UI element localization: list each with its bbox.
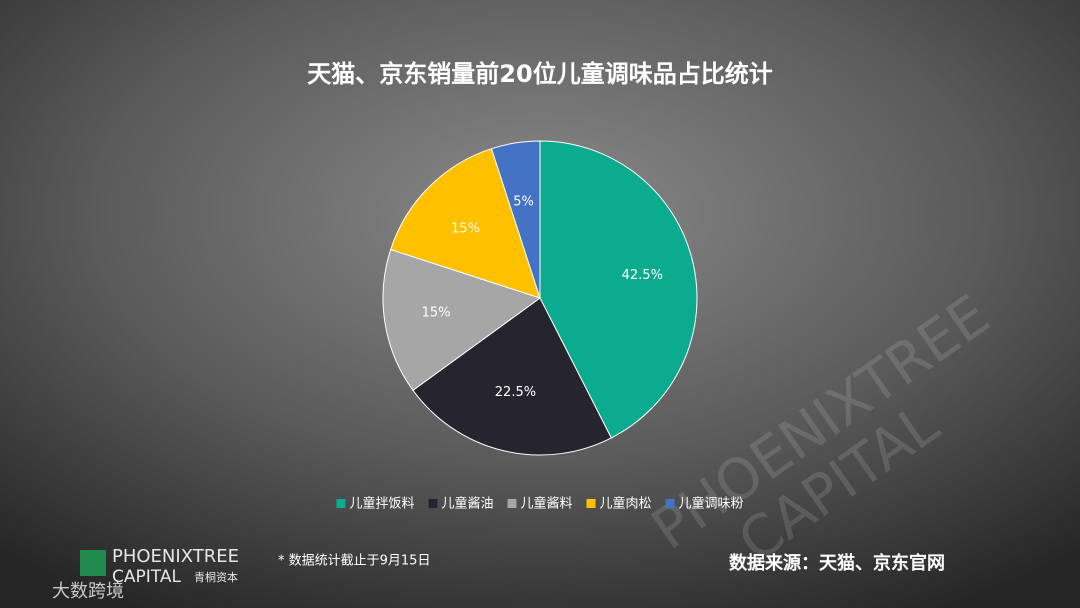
logo-icon: [80, 550, 106, 576]
pie-slice: [490, 140, 541, 299]
data-label: 42.5%: [622, 268, 663, 283]
legend-swatch: [665, 499, 675, 508]
pie-slice: [539, 140, 698, 439]
legend-label: 儿童拌饭料: [349, 496, 414, 512]
legend-label: 儿童肉松: [600, 496, 652, 512]
data-label: 22.5%: [495, 385, 536, 400]
legend-swatch: [586, 499, 596, 508]
legend-label: 儿童调味粉: [679, 496, 744, 512]
legend-label: 儿童酱料: [520, 496, 572, 512]
pie-slice: [390, 148, 541, 299]
legend-label: 儿童酱油: [441, 496, 493, 512]
legend-swatch: [507, 499, 517, 508]
data-label: 15%: [422, 306, 451, 321]
logo-cn: 青桐资本: [194, 570, 238, 584]
legend: 儿童拌饭料 儿童酱油 儿童酱料 儿童肉松 儿童调味粉: [336, 496, 744, 512]
logo-sub: CAPITAL: [112, 567, 181, 587]
footnote: * 数据统计截止于9月15日: [278, 554, 430, 569]
pie-slice: [382, 248, 542, 391]
legend-swatch: [336, 499, 346, 508]
chart-title: 天猫、京东销量前20位儿童调味品占比统计: [307, 60, 772, 88]
source: 数据来源：天猫、京东官网: [729, 552, 945, 574]
watermark: 大数跨境: [52, 581, 124, 602]
data-label: 15%: [451, 222, 480, 237]
legend-swatch: [428, 499, 438, 508]
pie-slice: [412, 297, 612, 456]
data-label: 5%: [513, 194, 534, 209]
logo-name: PHOENIXTREE: [112, 546, 239, 567]
